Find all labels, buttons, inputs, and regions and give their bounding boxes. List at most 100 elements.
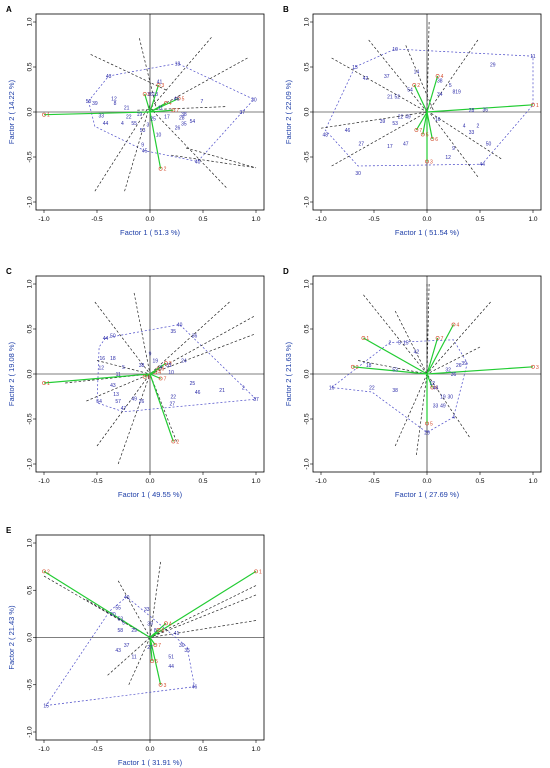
y-tick-label: -1.0 bbox=[304, 458, 311, 470]
x-tick-label: 0.5 bbox=[198, 478, 207, 485]
point-label: 27 bbox=[358, 142, 364, 148]
point-label: 36 bbox=[483, 107, 489, 113]
x-tick-label: -1.0 bbox=[315, 478, 327, 485]
dashed-direction-line bbox=[428, 111, 479, 178]
point-label: 40 bbox=[195, 160, 201, 166]
group-hull bbox=[88, 63, 255, 162]
vector-label: 5 bbox=[182, 97, 185, 103]
x-tick-label: 1.0 bbox=[251, 478, 260, 485]
dashed-direction-line bbox=[428, 111, 502, 160]
point-label: 43 bbox=[106, 74, 112, 80]
vector-tip bbox=[158, 166, 163, 171]
y-tick-label: -1.0 bbox=[304, 196, 311, 208]
variable-vector bbox=[426, 111, 433, 140]
point-label: 2 bbox=[389, 341, 392, 347]
vector-tip bbox=[156, 628, 161, 632]
vector-tip bbox=[361, 336, 366, 340]
vector-tip bbox=[412, 83, 417, 87]
point-label: 18 bbox=[175, 61, 181, 67]
point-label: 50 bbox=[86, 99, 92, 105]
y-tick-label: 0.5 bbox=[27, 324, 34, 333]
y-tick-label: -0.5 bbox=[27, 151, 34, 163]
dashed-direction-line bbox=[171, 154, 257, 169]
point-label: 40 bbox=[124, 595, 130, 601]
x-axis-label: Factor 1 ( 51.54 %) bbox=[395, 228, 460, 237]
panel-letter: C bbox=[6, 267, 12, 276]
point-label: 3 bbox=[146, 123, 149, 129]
vector-tip bbox=[430, 385, 435, 390]
vector-tip bbox=[42, 569, 46, 574]
vector-tip bbox=[430, 137, 435, 141]
point-label: 54 bbox=[407, 88, 413, 94]
y-axis-label: Factor 2 ( 21.63 %) bbox=[284, 341, 293, 406]
vector-label: 1 bbox=[47, 113, 50, 119]
y-tick-label: -1.0 bbox=[27, 458, 34, 470]
point-label: 4 bbox=[452, 415, 455, 421]
x-axis-label: Factor 1 ( 27.69 %) bbox=[395, 490, 460, 499]
vector-tip bbox=[425, 421, 429, 426]
vector-label: 6 bbox=[435, 386, 438, 392]
y-tick-label: 1.0 bbox=[304, 17, 311, 26]
vector-tip bbox=[451, 322, 456, 327]
point-label: 36 bbox=[192, 333, 198, 339]
point-label: 38 bbox=[392, 388, 398, 394]
point-label: 39 bbox=[380, 119, 386, 125]
vector-label: 7 bbox=[419, 128, 422, 134]
vector-tip bbox=[425, 159, 429, 164]
point-label: 8 bbox=[154, 628, 157, 634]
vector-label: 4 bbox=[441, 74, 444, 80]
point-label: 53 bbox=[118, 617, 124, 623]
point-label: 22 bbox=[171, 395, 177, 401]
point-label: 27 bbox=[147, 645, 153, 651]
y-tick-label: 1.0 bbox=[27, 17, 34, 26]
x-tick-label: -0.5 bbox=[368, 216, 380, 223]
variable-vector bbox=[43, 373, 151, 384]
x-tick-label: 0.0 bbox=[145, 216, 154, 223]
vector-label: 2 bbox=[417, 83, 420, 89]
point-label: 37 bbox=[384, 74, 390, 80]
vector-label: 6 bbox=[161, 367, 164, 373]
y-tick-label: -0.5 bbox=[304, 151, 311, 163]
point-label: 55 bbox=[115, 605, 121, 611]
vector-tip bbox=[158, 682, 163, 687]
vector-label: 1 bbox=[259, 569, 262, 575]
point-label: 58 bbox=[118, 628, 124, 634]
vector-label: 4 bbox=[158, 370, 161, 376]
vector-label: 7 bbox=[176, 108, 179, 114]
variable-vector bbox=[149, 84, 160, 113]
point-label: 10 bbox=[168, 370, 174, 376]
variable-vector bbox=[43, 111, 151, 116]
vector-label: 1 bbox=[536, 103, 539, 109]
point-label: 57 bbox=[115, 399, 121, 405]
y-tick-label: -0.5 bbox=[27, 679, 34, 691]
point-label: 49 bbox=[440, 404, 446, 410]
point-label: 11 bbox=[158, 106, 163, 112]
y-tick-label: -1.0 bbox=[27, 196, 34, 208]
vector-tip bbox=[171, 439, 176, 444]
point-label: 24 bbox=[181, 359, 187, 365]
point-label: 28 bbox=[469, 108, 475, 114]
vector-tip bbox=[414, 128, 419, 132]
dashed-direction-line bbox=[124, 104, 151, 192]
vector-label: 2 bbox=[164, 167, 167, 173]
point-label: 819 bbox=[453, 89, 462, 95]
dashed-direction-line bbox=[139, 38, 157, 109]
y-axis-label: Factor 2 ( 14.22 %) bbox=[7, 79, 16, 144]
y-axis-label: Factor 2 ( 22.09 %) bbox=[284, 79, 293, 144]
point-label: 9 bbox=[452, 146, 455, 152]
vector-label: 7 bbox=[158, 643, 161, 649]
point-label: 20 bbox=[110, 612, 116, 618]
point-label: 33 bbox=[98, 114, 104, 120]
panel-letter: D bbox=[283, 267, 289, 276]
x-tick-label: -0.5 bbox=[91, 478, 103, 485]
variable-vector bbox=[426, 373, 433, 388]
y-tick-label: 0.5 bbox=[304, 324, 311, 333]
variable-vector bbox=[426, 104, 534, 113]
point-label: 11 bbox=[116, 372, 121, 378]
x-axis-label: Factor 1 ( 31.91 %) bbox=[118, 758, 183, 767]
point-label: 40 bbox=[177, 323, 183, 329]
dashed-direction-line bbox=[363, 294, 428, 375]
point-label: 29 bbox=[131, 628, 137, 634]
